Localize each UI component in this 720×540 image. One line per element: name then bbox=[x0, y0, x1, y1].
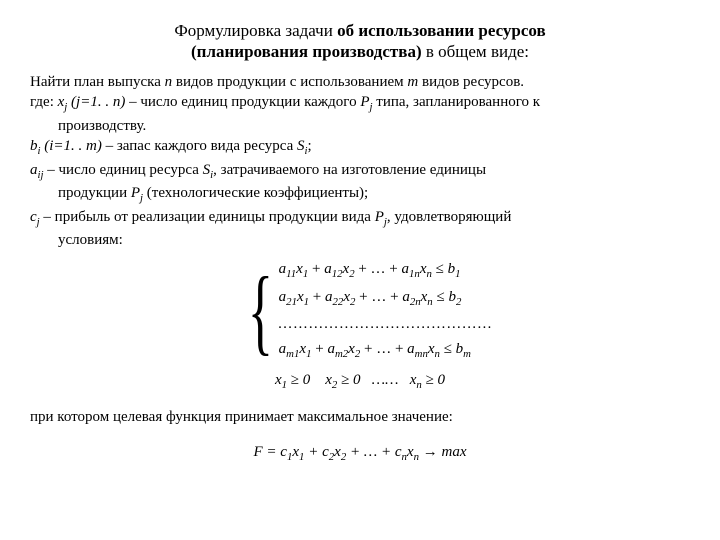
closing-text: при котором целевая функция принимает ма… bbox=[30, 408, 690, 427]
constraint-dots: …………………………………… bbox=[279, 315, 494, 334]
title-line1-bold: об использовании ресурсов bbox=[337, 21, 546, 40]
constraint-row-m: am1x1 + am2x2 + … + amnxn ≤ bm bbox=[279, 340, 494, 361]
p2-pj: P bbox=[360, 94, 369, 110]
paragraph-2: где: xj (j=1. . n) – число единиц продук… bbox=[30, 93, 690, 114]
title-line1-pre: Формулировка задачи bbox=[174, 21, 337, 40]
p4-e: (технологические коэффициенты); bbox=[143, 185, 368, 201]
constraint-row-1: a11x1 + a12x2 + … + a1nxn ≤ b1 bbox=[279, 260, 494, 281]
paragraph-3: bi (i=1. . m) – запас каждого вида ресур… bbox=[30, 137, 690, 158]
p1-c: видов ресурсов. bbox=[418, 74, 524, 90]
p4-b: – число единиц ресурса bbox=[44, 162, 203, 178]
p3-c: – запас каждого вида ресурса bbox=[102, 138, 297, 154]
constraint-row-2: a21x1 + a22x2 + … + a2nxn ≤ b2 bbox=[279, 288, 494, 309]
constraint-system: { a11x1 + a12x2 + … + a1nxn ≤ b1 a21x1 +… bbox=[30, 260, 690, 393]
p4-pj: P bbox=[131, 185, 140, 201]
body-text: Найти план выпуска n видов продукции с и… bbox=[30, 73, 690, 251]
paragraph-4: aij – число единиц ресурса Si, затрачива… bbox=[30, 161, 690, 182]
title-line2-bold: (планирования производства) bbox=[191, 42, 422, 61]
nonneg-constraints: x1 ≥ 0 x2 ≥ 0 …… xn ≥ 0 bbox=[30, 371, 690, 392]
slide-title: Формулировка задачи об использовании рес… bbox=[30, 20, 690, 63]
p4-a: a bbox=[30, 162, 38, 178]
title-line2-post: в общем виде: bbox=[422, 42, 529, 61]
p4-d: продукции bbox=[58, 185, 131, 201]
p1-m: m bbox=[407, 74, 418, 90]
p2-e: производству. bbox=[58, 118, 146, 134]
paragraph-2b: производству. bbox=[30, 117, 690, 136]
paragraph-5: cj – прибыль от реализации единицы проду… bbox=[30, 208, 690, 229]
p4-c: , затрачиваемого на изготовление единицы bbox=[213, 162, 486, 178]
p2-a: где: bbox=[30, 94, 58, 110]
p1-b: видов продукции с использованием bbox=[172, 74, 407, 90]
p3-si: S bbox=[297, 138, 305, 154]
p5-d: условиям: bbox=[58, 232, 123, 248]
p5-c: , удовлетворяющий bbox=[387, 209, 511, 225]
p1-n: n bbox=[165, 74, 173, 90]
objective-function: F = c1x1 + c2x2 + … + cnxn → max bbox=[30, 443, 690, 464]
p3-b: (i=1. . m) bbox=[41, 138, 102, 154]
p2-c: – число единиц продукции каждого bbox=[125, 94, 360, 110]
paragraph-4b: продукции Pj (технологические коэффициен… bbox=[30, 184, 690, 205]
p3-d: ; bbox=[308, 138, 312, 154]
p2-b: (j=1. . n) bbox=[67, 94, 125, 110]
paragraph-1: Найти план выпуска n видов продукции с и… bbox=[30, 73, 690, 92]
p3-a: b bbox=[30, 138, 38, 154]
left-brace-icon: { bbox=[247, 260, 272, 361]
p5-a: c bbox=[30, 209, 37, 225]
paragraph-5b: условиям: bbox=[30, 231, 690, 250]
p2-d: типа, запланированного к bbox=[373, 94, 541, 110]
p5-pj: P bbox=[375, 209, 384, 225]
p5-b: – прибыль от реализации единицы продукци… bbox=[40, 209, 375, 225]
p1-a: Найти план выпуска bbox=[30, 74, 165, 90]
